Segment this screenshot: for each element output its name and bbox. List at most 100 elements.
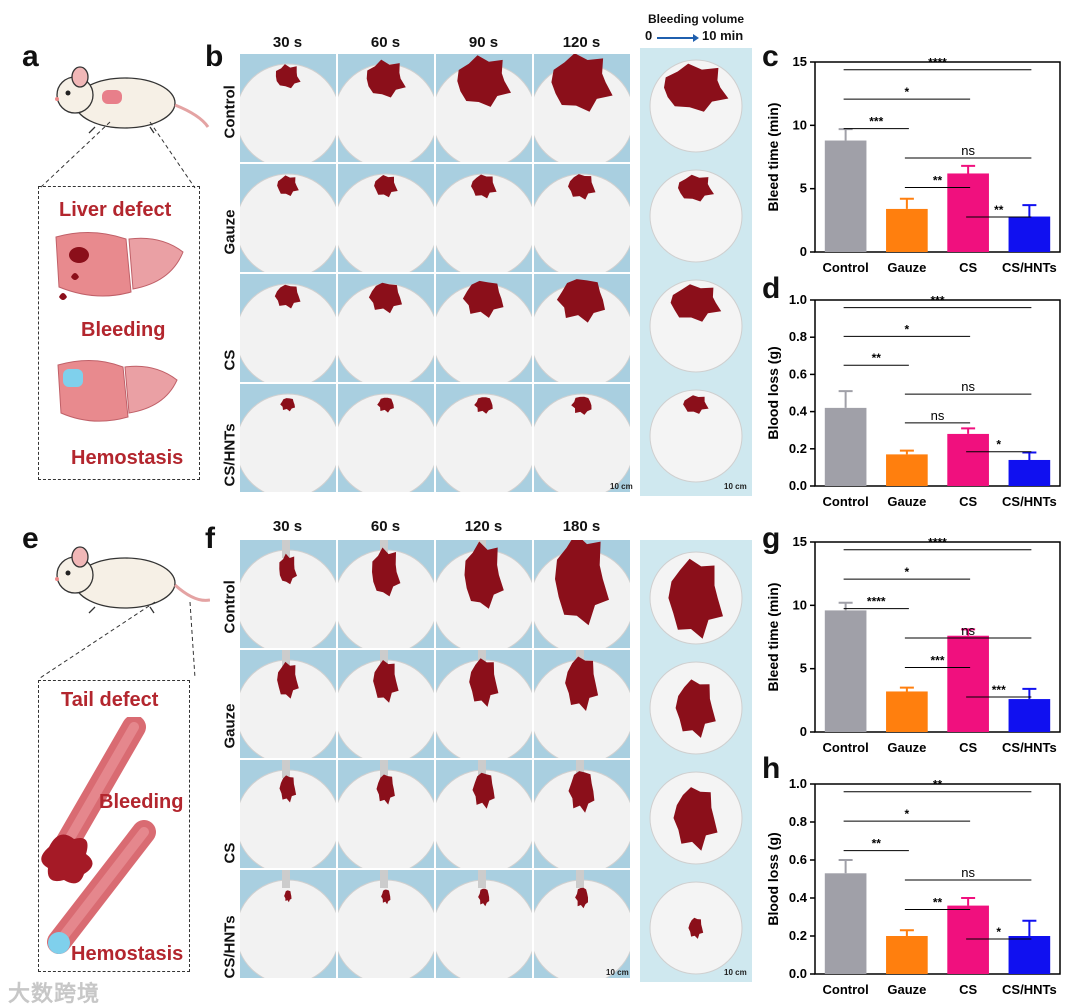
chart-c-sig-label: ns	[961, 143, 975, 158]
chart-h-sig-label: *	[905, 807, 910, 821]
photo-tail-r1-c1	[240, 540, 336, 648]
chart-d-ytick-label: 0.2	[789, 441, 807, 456]
chart-d-ytick-label: 1.0	[789, 292, 807, 307]
chart-h-ytick-label: 0.0	[789, 966, 807, 981]
b-volume-scale: 10 cm	[724, 482, 747, 491]
chart-g-ytick-label: 0	[800, 724, 807, 739]
chart-c-sig-label: ****	[928, 56, 947, 70]
bleeding-volume-title: Bleeding volume	[647, 12, 745, 26]
chart-h-bar-cs	[947, 905, 989, 974]
chart-c-sig-label: *	[905, 85, 910, 99]
chart-c-errorbar	[838, 128, 853, 141]
panel-f-letter: f	[205, 522, 215, 555]
tail-hemostasis-label: Hemostasis	[71, 943, 184, 965]
liver-defect-box: Liver defect Bleeding Hemostasis	[38, 186, 200, 480]
f-time-2: 60 s	[370, 518, 401, 535]
f-scale-label: 10 cm	[606, 968, 629, 977]
b-row-cshnts: CS/HNTs	[221, 423, 239, 487]
chart-g-sig-label: ***	[992, 683, 1006, 697]
panel-a-letter: a	[22, 40, 39, 73]
photo-liver-r3-c1	[240, 274, 336, 382]
f-row-cshnts: CS/HNTs	[221, 915, 239, 979]
chart-h-errorbar	[899, 929, 914, 936]
chart-g-errorbar	[1022, 687, 1037, 700]
photo-liver-r1-c4	[534, 54, 630, 162]
f-time-3: 120 s	[464, 518, 503, 535]
tail-bleeding-label: Bleeding	[99, 791, 184, 813]
chart-g-bar-control	[824, 610, 867, 732]
chart-h-bar-gauze	[886, 936, 928, 974]
chart-c-ytick-label: 0	[800, 244, 807, 259]
photo-liver-r1-c3	[436, 54, 532, 162]
chart-c-ytick-label: 15	[793, 54, 807, 69]
b-time-1: 30 s	[272, 34, 303, 51]
chart-h-xlabel: Control	[823, 982, 869, 997]
b-row-control: Control	[221, 85, 239, 139]
panel-c-letter: c	[762, 40, 779, 73]
chart-d-errorbar	[1022, 451, 1037, 460]
chart-h-errorbar	[961, 897, 976, 906]
chart-h-xlabel: Gauze	[887, 982, 926, 997]
bleeding-volume-arrow	[657, 30, 699, 42]
chart-d-sig-label: ns	[931, 408, 945, 423]
photo-tail-r1-c3	[436, 540, 532, 648]
mouse-illustration-top	[40, 65, 210, 135]
chart-d-ytick-label: 0.4	[789, 404, 808, 419]
liver-bleeding-volume-column	[640, 48, 752, 496]
chart-h-blood-loss-tail: 0.0 0.2 0.4 0.6 0.8 1.0 Blood loss (g) Control G…	[765, 776, 1061, 997]
chart-d-sig-label: **	[872, 351, 882, 365]
photo-tail-r3-c1	[240, 760, 336, 868]
chart-g-sig-label: ****	[928, 536, 947, 550]
chart-g-errorbar	[838, 601, 853, 611]
chart-d-xlabel: CS/HNTs	[1002, 494, 1057, 509]
b-time-2: 60 s	[370, 34, 401, 51]
chart-d-errorbar	[899, 449, 914, 455]
photo-tail-r4-c1	[240, 870, 336, 978]
chart-g-sig-label: ***	[930, 654, 944, 668]
photo-tail-r2-c2	[338, 650, 434, 758]
chart-d-bar-cs	[947, 433, 989, 486]
chart-h-sig-label: **	[933, 896, 943, 910]
photo-liver-r2-c4	[534, 164, 630, 272]
b-row-gauze: Gauze	[221, 209, 239, 255]
tail-illustration	[39, 715, 189, 967]
photo-tail-r2-c4	[534, 650, 630, 758]
photo-liver-r4-c1	[240, 384, 336, 492]
photo-tail-r3-c4	[534, 760, 630, 868]
chart-d-axes	[814, 299, 1061, 487]
photo-liver-r1-c2	[338, 54, 434, 162]
chart-g-xlabel: Gauze	[887, 740, 926, 755]
chart-h-sig-label: ns	[961, 865, 975, 880]
chart-d-xlabel: Gauze	[887, 494, 926, 509]
tail-bleeding-volume-column	[640, 540, 752, 982]
chart-g-errorbar	[961, 628, 976, 636]
chart-d-bar-cs-hnts	[1008, 459, 1051, 486]
chart-g-sig-label: ns	[961, 623, 975, 638]
chart-d-blood-loss-liver: 0.0 0.2 0.4 0.6 0.8 1.0 Blood loss (g) Control G…	[765, 292, 1061, 509]
f-time-1: 30 s	[272, 518, 303, 535]
chart-d-xlabel: CS	[959, 494, 977, 509]
zoom-lines-e	[39, 600, 200, 680]
photo-tail-r4-c3	[436, 870, 532, 978]
photo-liver-r2-c3	[436, 164, 532, 272]
chart-c-sig-label: ***	[869, 115, 883, 129]
b-row-cs: CS	[221, 349, 239, 371]
chart-h-ylabel: Blood loss (g)	[765, 832, 781, 925]
chart-g-bleed-time-tail: 0 5 10 15 Bleed time (min) Control Gauze CS CS/H…	[765, 534, 1061, 755]
chart-h-sig-label: *	[996, 925, 1001, 939]
bleeding-label: Bleeding	[81, 319, 166, 341]
f-volume-scale: 10 cm	[724, 968, 747, 977]
chart-c-sig-label: **	[994, 203, 1004, 217]
chart-h-ytick-label: 0.4	[789, 890, 808, 905]
tail-defect-label: Tail defect	[61, 689, 159, 711]
b-time-4: 120 s	[562, 34, 601, 51]
liver-hemostasis-illustration	[53, 355, 183, 427]
tail-defect-box: Tail defect Bleeding Hemostasis	[38, 680, 190, 972]
chart-d-sig-label: *	[905, 322, 910, 336]
chart-h-ytick-label: 1.0	[789, 776, 807, 791]
volume-disc-liver-1	[649, 59, 743, 153]
photo-tail-r3-c3	[436, 760, 532, 868]
chart-c-bar-gauze	[886, 208, 928, 252]
chart-c-bleed-time-liver: 0 5 10 15 Bleed time (min) Control Gauze CS CS/H…	[765, 54, 1061, 275]
panel-g-letter: g	[762, 522, 781, 555]
